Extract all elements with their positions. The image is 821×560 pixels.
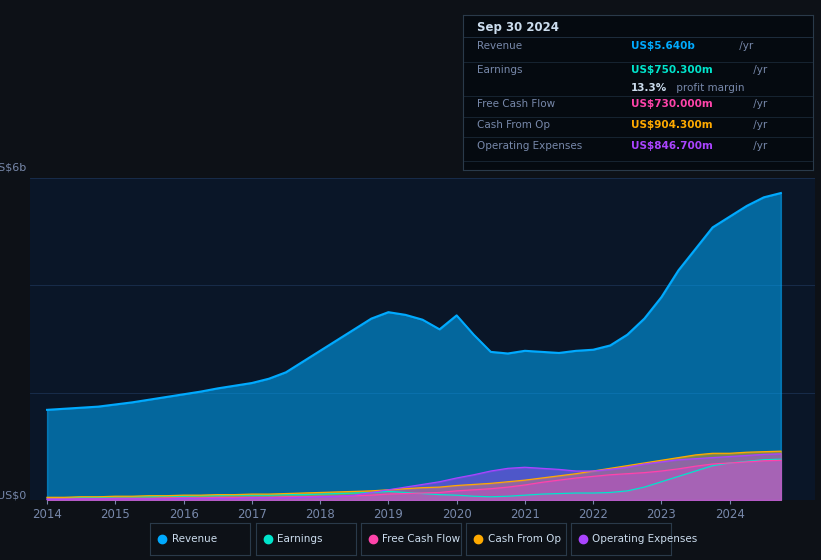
Text: profit margin: profit margin <box>673 83 745 93</box>
Text: /yr: /yr <box>750 66 768 76</box>
Text: Cash From Op: Cash From Op <box>488 534 561 544</box>
Text: Revenue: Revenue <box>172 534 218 544</box>
Text: US$904.300m: US$904.300m <box>631 120 713 129</box>
Text: /yr: /yr <box>750 120 768 129</box>
Text: 13.3%: 13.3% <box>631 83 667 93</box>
Text: Revenue: Revenue <box>477 40 522 50</box>
Text: US$846.700m: US$846.700m <box>631 141 713 151</box>
Text: /yr: /yr <box>750 141 768 151</box>
Text: US$0: US$0 <box>0 490 26 500</box>
Text: /yr: /yr <box>750 99 768 109</box>
Text: /yr: /yr <box>736 40 753 50</box>
Text: Earnings: Earnings <box>477 66 522 76</box>
Text: Free Cash Flow: Free Cash Flow <box>383 534 461 544</box>
Text: US$5.640b: US$5.640b <box>631 40 695 50</box>
Text: US$6b: US$6b <box>0 162 26 172</box>
Text: Operating Expenses: Operating Expenses <box>477 141 582 151</box>
Text: US$750.300m: US$750.300m <box>631 66 713 76</box>
Text: Sep 30 2024: Sep 30 2024 <box>477 21 559 34</box>
Text: Free Cash Flow: Free Cash Flow <box>477 99 555 109</box>
Text: Earnings: Earnings <box>277 534 323 544</box>
Text: Cash From Op: Cash From Op <box>477 120 550 129</box>
Text: US$730.000m: US$730.000m <box>631 99 713 109</box>
Text: Operating Expenses: Operating Expenses <box>593 534 698 544</box>
